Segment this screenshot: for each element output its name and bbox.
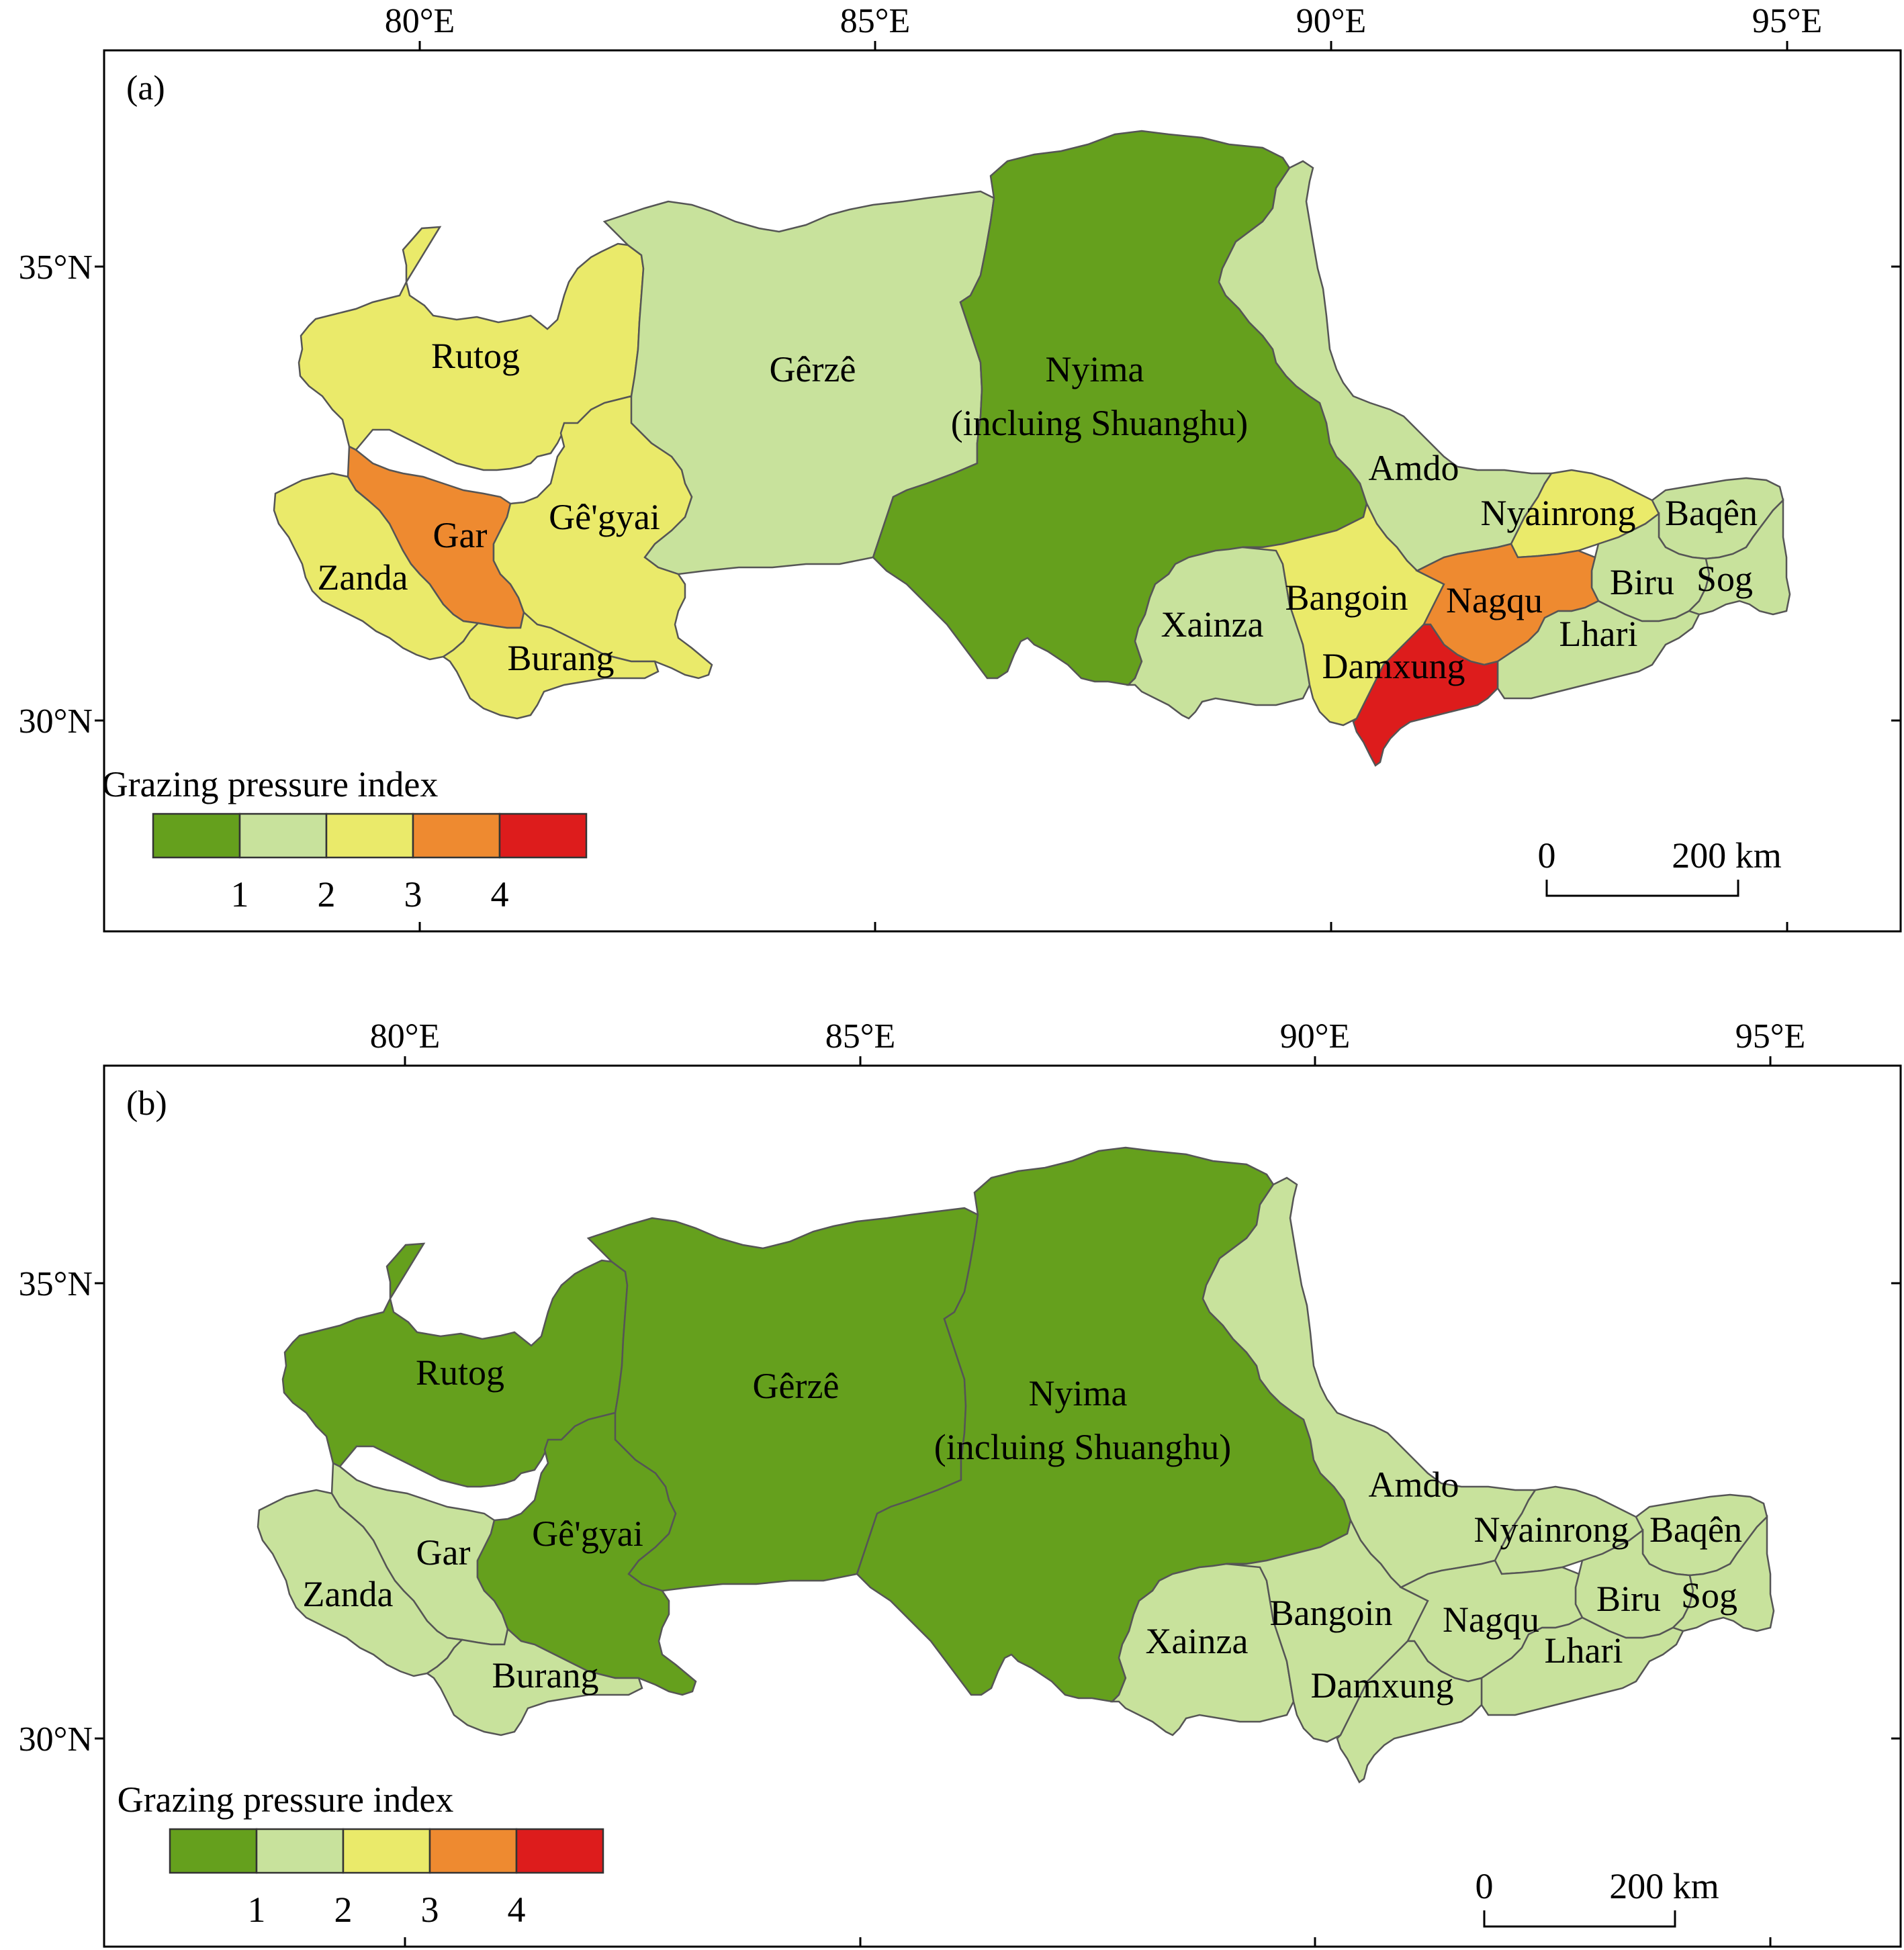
label-zanda: Zanda [303, 1574, 394, 1614]
lon-label-95: 95°E [1735, 1017, 1806, 1056]
panel-a-tag: (a) [126, 69, 165, 107]
lon-label-80: 80°E [370, 1017, 441, 1056]
label-gar: Gar [416, 1532, 471, 1573]
label-baqen: Baqên [1665, 493, 1758, 533]
panel-a-legend: Grazing pressure index 1 2 3 4 [102, 764, 588, 915]
county-rutog [281, 1242, 629, 1488]
label-burang: Burang [508, 638, 615, 678]
panel-a-counties [273, 130, 1791, 767]
label-biru: Biru [1610, 562, 1674, 602]
label-nyainrong: Nyainrong [1474, 1510, 1629, 1550]
legend-swatch-3 [342, 1828, 431, 1874]
panel-a-lat-axis: 35°N 30°N [19, 248, 1901, 741]
label-biru: Biru [1596, 1579, 1661, 1619]
label-amdo: Amdo [1369, 1465, 1459, 1505]
county-damxung [1336, 1640, 1483, 1783]
label-gegyai: Gê'gyai [549, 497, 660, 537]
panel-b-scale-bar: 0 200 km [1476, 1866, 1719, 1928]
label-rutog: Rutog [431, 336, 520, 376]
legend-swatch-3 [325, 812, 414, 859]
panel-b-labels: Rutog Gêrzê Nyima (incluing Shuanghu) Ga… [303, 1352, 1742, 1706]
label-nyima: Nyima [1029, 1373, 1128, 1413]
panel-b-counties [257, 1146, 1775, 1783]
lon-label-95: 95°E [1752, 2, 1823, 40]
label-nyima-sub: (incluing Shuanghu) [934, 1427, 1231, 1467]
legend-swatch-4 [428, 1828, 518, 1874]
legend-swatch-5 [515, 1828, 604, 1874]
scale-zero: 0 [1538, 835, 1556, 876]
label-lhari: Lhari [1559, 614, 1638, 654]
label-nyima: Nyima [1046, 349, 1144, 389]
panel-a-scale-bar: 0 200 km [1538, 835, 1782, 897]
label-nyainrong: Nyainrong [1481, 493, 1636, 533]
label-zanda: Zanda [318, 557, 408, 598]
lon-label-90: 90°E [1296, 2, 1367, 40]
label-xainza: Xainza [1146, 1621, 1249, 1661]
label-amdo: Amdo [1369, 448, 1459, 488]
legend-tick-2: 2 [318, 874, 336, 915]
lon-label-80: 80°E [385, 2, 455, 40]
panel-a-labels: Rutog Gêrzê Nyima (incluing Shuanghu) Ga… [318, 336, 1758, 686]
panel-b-tag: (b) [126, 1084, 167, 1123]
legend-tick-2: 2 [334, 1890, 353, 1930]
lon-label-90: 90°E [1280, 1017, 1351, 1056]
panel-b-legend: Grazing pressure index 1 2 3 4 [118, 1779, 604, 1930]
legend-swatch-2 [238, 812, 328, 859]
label-gerze: Gêrzê [753, 1366, 840, 1406]
legend-swatch-4 [412, 812, 501, 859]
lat-label-30: 30°N [19, 702, 93, 741]
label-nagqu: Nagqu [1443, 1599, 1539, 1640]
label-gegyai: Gê'gyai [532, 1514, 643, 1554]
panel-a: 80°E 85°E 90°E 95°E 35°N 30°N (a) [19, 2, 1902, 933]
legend-tick-1: 1 [231, 874, 249, 915]
label-nyima-sub: (incluing Shuanghu) [951, 403, 1248, 443]
label-gerze: Gêrzê [770, 349, 856, 389]
panel-b-lon-axis: 80°E 85°E 90°E 95°E [370, 1017, 1806, 1947]
county-burang [441, 610, 660, 720]
panel-b: 80°E 85°E 90°E 95°E 35°N 30°N (b) [19, 1017, 1902, 1948]
legend-swatch-2 [255, 1828, 345, 1874]
label-lhari: Lhari [1545, 1630, 1623, 1671]
label-xainza: Xainza [1161, 604, 1264, 645]
scale-length: 200 km [1609, 1866, 1719, 1906]
legend-tick-4: 4 [508, 1890, 526, 1930]
lat-label-35: 35°N [19, 1265, 93, 1303]
county-burang [425, 1627, 643, 1736]
legend-tick-3: 3 [404, 874, 422, 915]
label-baqen: Baqên [1649, 1510, 1742, 1550]
scale-length: 200 km [1672, 835, 1782, 876]
panel-b-lat-axis: 35°N 30°N [19, 1265, 1901, 1759]
county-damxung [1352, 623, 1499, 767]
lat-label-35: 35°N [19, 248, 93, 287]
panel-a-lon-axis: 80°E 85°E 90°E 95°E [385, 2, 1823, 931]
legend-title: Grazing pressure index [118, 1779, 454, 1820]
legend-tick-1: 1 [248, 1890, 266, 1930]
label-sog: Sog [1696, 559, 1753, 599]
legend-tick-3: 3 [421, 1890, 439, 1930]
label-bangoin: Bangoin [1285, 577, 1408, 618]
label-damxung: Damxung [1311, 1665, 1454, 1706]
lon-label-85: 85°E [840, 2, 911, 40]
label-burang: Burang [492, 1655, 599, 1696]
legend-swatch-1 [152, 812, 241, 859]
county-rutog [298, 226, 645, 471]
legend-swatch-5 [498, 812, 588, 859]
legend-tick-4: 4 [491, 874, 509, 915]
legend-title: Grazing pressure index [102, 764, 439, 804]
label-bangoin: Bangoin [1270, 1593, 1393, 1633]
label-sog: Sog [1681, 1575, 1737, 1616]
legend-swatch-1 [169, 1828, 258, 1874]
lon-label-85: 85°E [825, 1017, 896, 1056]
scale-zero: 0 [1476, 1866, 1494, 1906]
label-damxung: Damxung [1322, 646, 1465, 686]
label-nagqu: Nagqu [1446, 580, 1543, 620]
label-gar: Gar [433, 515, 488, 555]
lat-label-30: 30°N [19, 1720, 93, 1759]
label-rutog: Rutog [416, 1352, 504, 1393]
